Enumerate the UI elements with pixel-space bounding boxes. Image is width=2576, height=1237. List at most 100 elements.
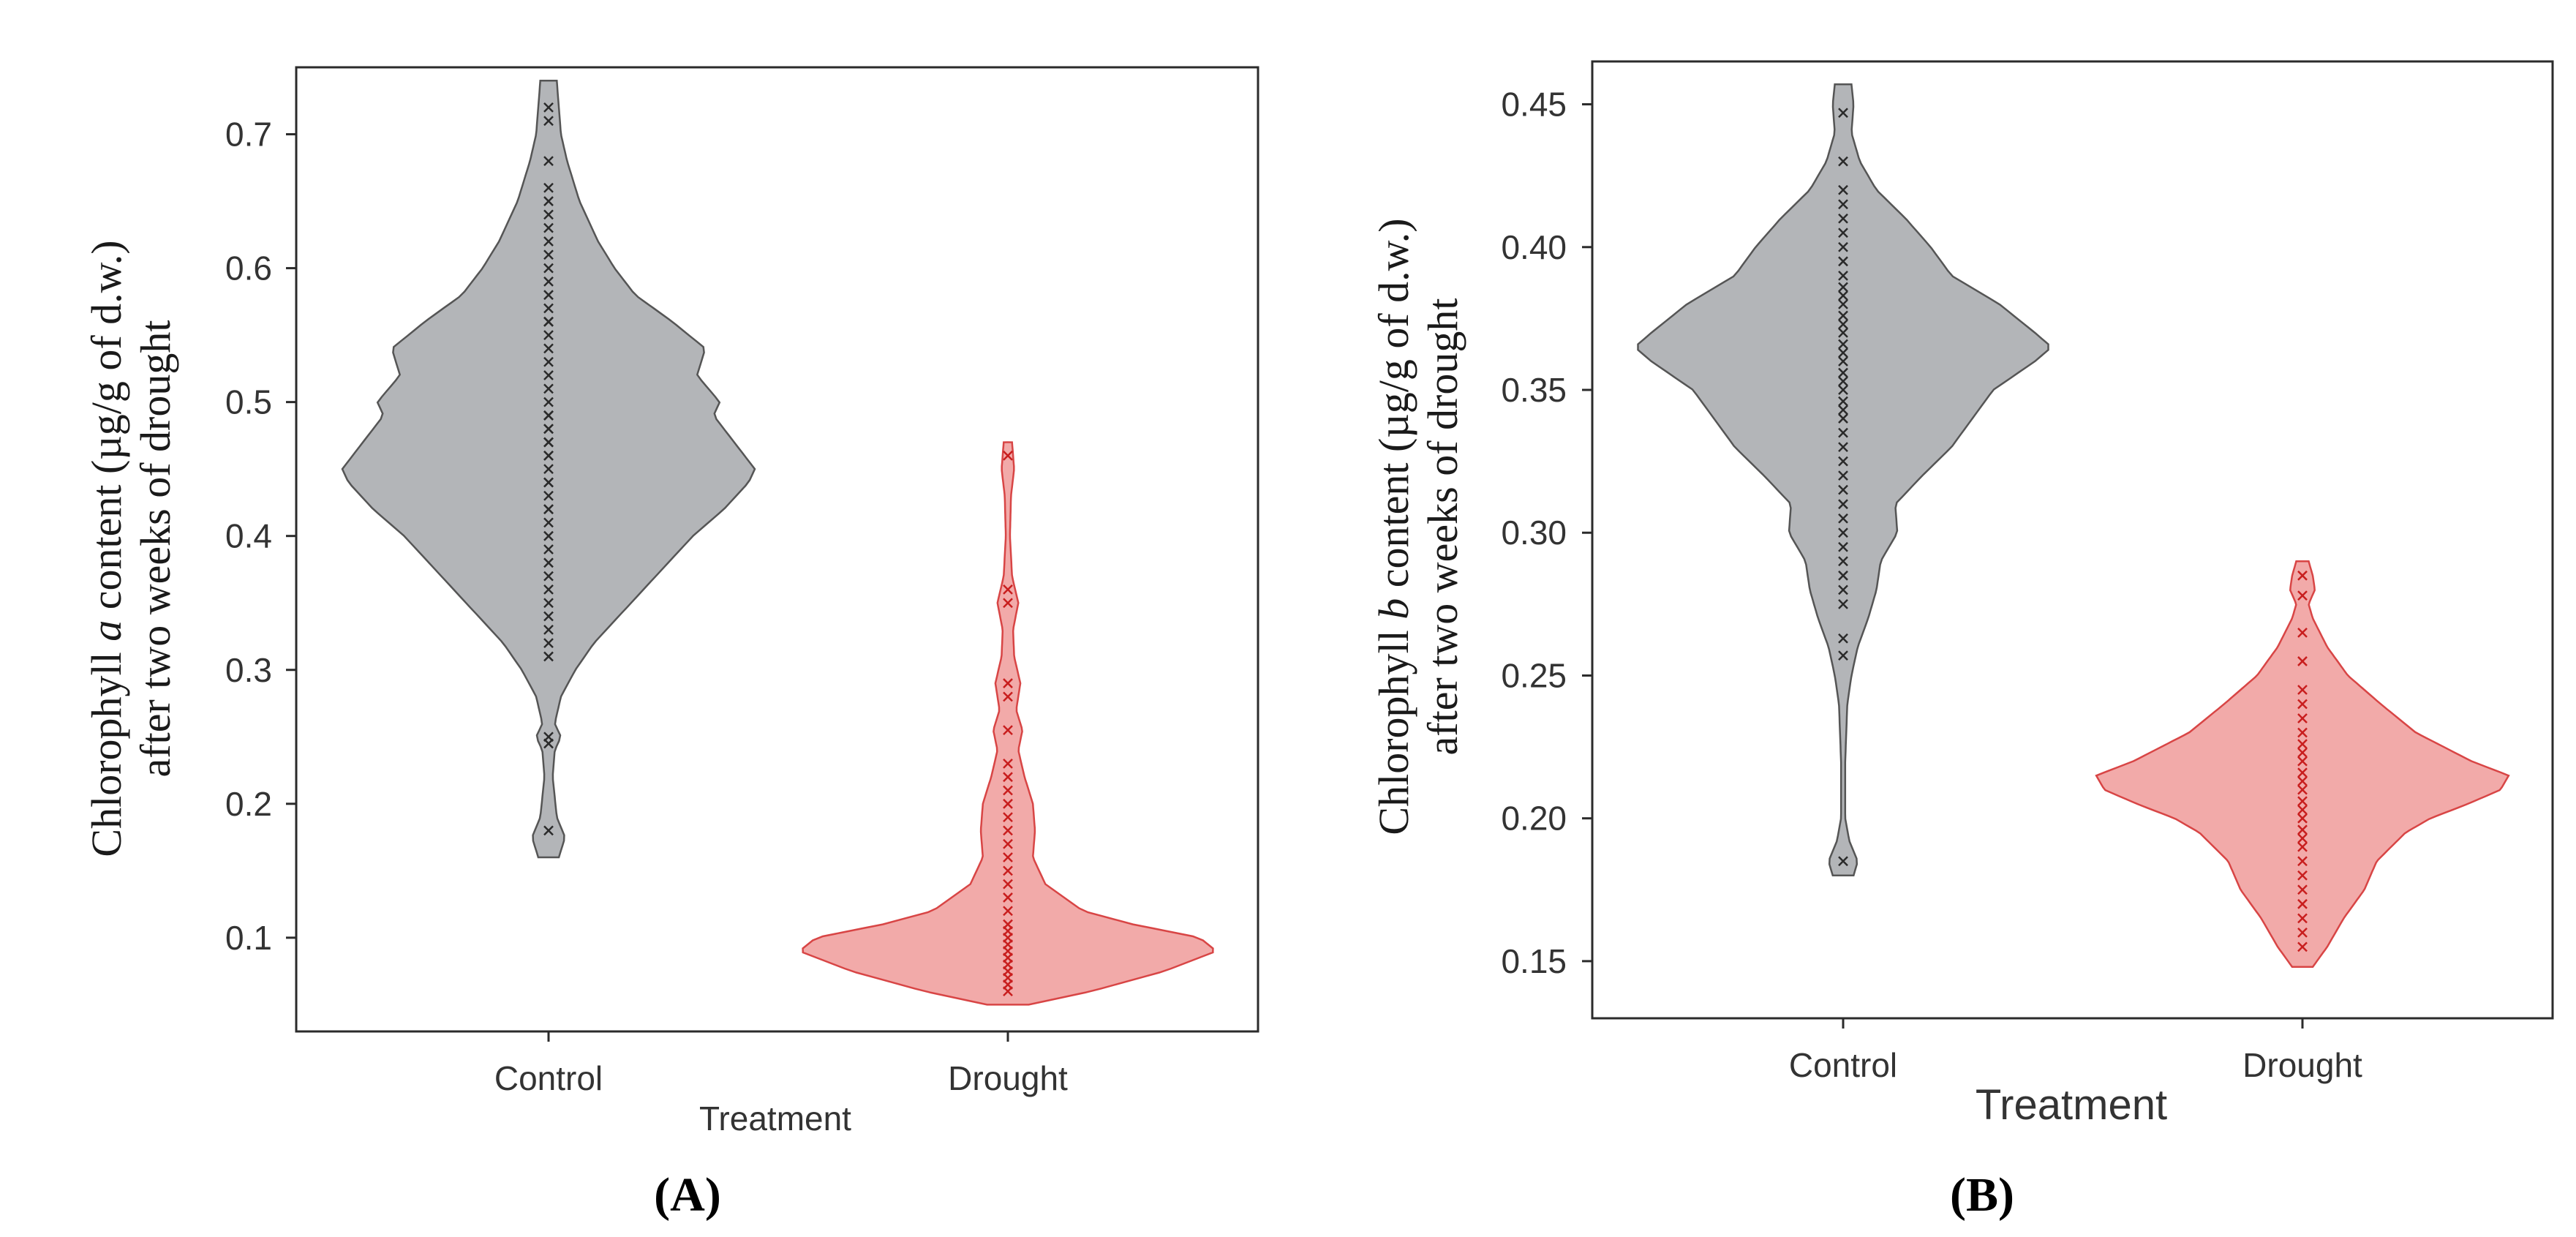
panel-a-point-control [543,263,554,274]
panel-a-point-control [543,611,554,622]
panel-a-point-control [543,651,554,662]
panel-b-point-drought [2297,699,2308,710]
panel-b-frame [1591,60,2554,1020]
panel-a-y-tick-label: 0.6 [225,249,272,287]
panel-b-violin-drought [2095,560,2510,968]
panel-a-point-control [543,624,554,635]
panel-b-point-control [1838,513,1848,524]
panel-b-point-control [1838,570,1848,581]
panel-a-point-drought [1003,785,1013,796]
panel-b-point-control [1838,228,1848,238]
panel-b-point-control [1838,633,1848,644]
panel-b-point-control [1838,290,1848,301]
panel-a-point-control [543,490,554,501]
panel-a-point-control [543,290,554,301]
panel-a-point-control [543,732,554,742]
panel-a-point-drought [1003,598,1013,609]
panel-a-point-control [543,277,554,287]
panel-a-point-control [543,116,554,127]
panel-b-point-control [1838,376,1848,387]
panel-b-point-control [1838,456,1848,467]
panel-a-point-control [543,450,554,461]
panel-b-y-tick-label: 0.30 [1501,514,1567,552]
panel-b-point-drought [2297,747,2308,758]
panel-b-x-tick-label-control: Control [1789,1046,1897,1084]
panel-a-point-control [543,222,554,233]
panel-b-point-control [1838,347,1848,358]
panel-a-point-control [543,477,554,488]
panel-a-point-control [543,584,554,595]
panel-b-point-control [1838,442,1848,452]
panel-a-y-axis-title-line2: after two weeks of drought [132,320,179,778]
panel-a-point-control [543,370,554,380]
panel-b-point-control [1838,484,1848,495]
panel-b-point-control [1838,310,1848,321]
panel-b-y-tick-label: 0.15 [1501,942,1567,980]
panel-a-frame [295,66,1259,1033]
panel-b-point-drought [2297,927,2308,938]
panel-a-point-drought [1003,798,1013,809]
panel-a-point-control [543,343,554,354]
panel-b-x-tick-label-drought: Drought [2242,1046,2362,1084]
panel-a-point-control [543,557,554,568]
panel-b-point-control [1838,270,1848,281]
panel-b-point-drought [2297,727,2308,738]
panel-b-point-drought [2297,784,2308,795]
panel-b-point-drought [2297,841,2308,852]
panel-a-point-control [543,571,554,582]
panel-a-point-drought [1003,772,1013,783]
panel-a-x-axis-title: Treatment [699,1099,851,1138]
panel-b-point-drought [2297,656,2308,666]
panel-b-point-control [1838,413,1848,424]
panel-a-point-drought [1003,892,1013,903]
panel-b-point-control [1838,405,1848,416]
panel-a-point-control [543,437,554,448]
panel-b-point-control [1838,199,1848,210]
panel-b-y-tick-label: 0.40 [1501,228,1567,266]
panel-a-point-drought [1003,725,1013,736]
panel-a-y-tick-label: 0.7 [225,116,272,154]
panel-a-y-tick-label: 0.5 [225,383,272,421]
panel-a-point-control [543,356,554,367]
panel-a-y-tick-label: 0.3 [225,651,272,689]
panel-a-point-control [543,182,554,193]
panel-b-y-tick-label: 0.35 [1501,371,1567,409]
panel-b-point-control [1838,156,1848,167]
panel-a-y-axis-title: Chlorophyll a content (µg/g of d.w.) [83,240,130,857]
panel-a-point-control [543,330,554,340]
panel-b-y-tick-label: 0.20 [1501,800,1567,838]
panel-a-point-control [543,316,554,327]
panel-b-point-control [1838,856,1848,867]
panel-a-point-control [543,530,554,541]
panel-b-point-drought [2297,884,2308,895]
panel-a-chart: 0.1 0.2 0.3 0.4 0.5 0.6 0.7 Control Drought Chlo… [83,66,1259,1222]
panel-b-point-drought [2297,913,2308,924]
panel-a-point-drought [1003,838,1013,849]
panel-a-point-drought [1003,906,1013,917]
panel-b-y-tick-label: 0.25 [1501,656,1567,694]
panel-b-label: (B) [1950,1168,2014,1222]
panel-b-point-control [1838,108,1848,119]
panel-b-point-drought [2297,590,2308,601]
panel-a-point-drought [1003,852,1013,862]
panel-a-point-drought [1003,584,1013,595]
panel-a-violin-drought [802,441,1214,1006]
panel-a-point-drought [1003,812,1013,822]
panel-a-point-control [543,504,554,514]
panel-b-point-drought [2297,941,2308,952]
panel-a-x-tick-label-control: Control [494,1059,603,1097]
panel-b-point-control [1838,328,1848,338]
panel-a-point-drought [1003,879,1013,890]
panel-b-point-drought [2297,739,2308,750]
panel-a-point-drought [1003,919,1013,930]
panel-b-point-control [1838,213,1848,224]
panel-a-point-control [543,410,554,421]
panel-a-point-drought [1003,825,1013,836]
panel-a-point-drought [1003,678,1013,688]
panel-b-point-control [1838,527,1848,538]
panel-a-y-tick-label: 0.4 [225,517,272,555]
panel-a-point-control [543,464,554,475]
panel-a-point-control [543,383,554,394]
panel-a-point-control [543,249,554,260]
panel-a-point-control [543,236,554,247]
